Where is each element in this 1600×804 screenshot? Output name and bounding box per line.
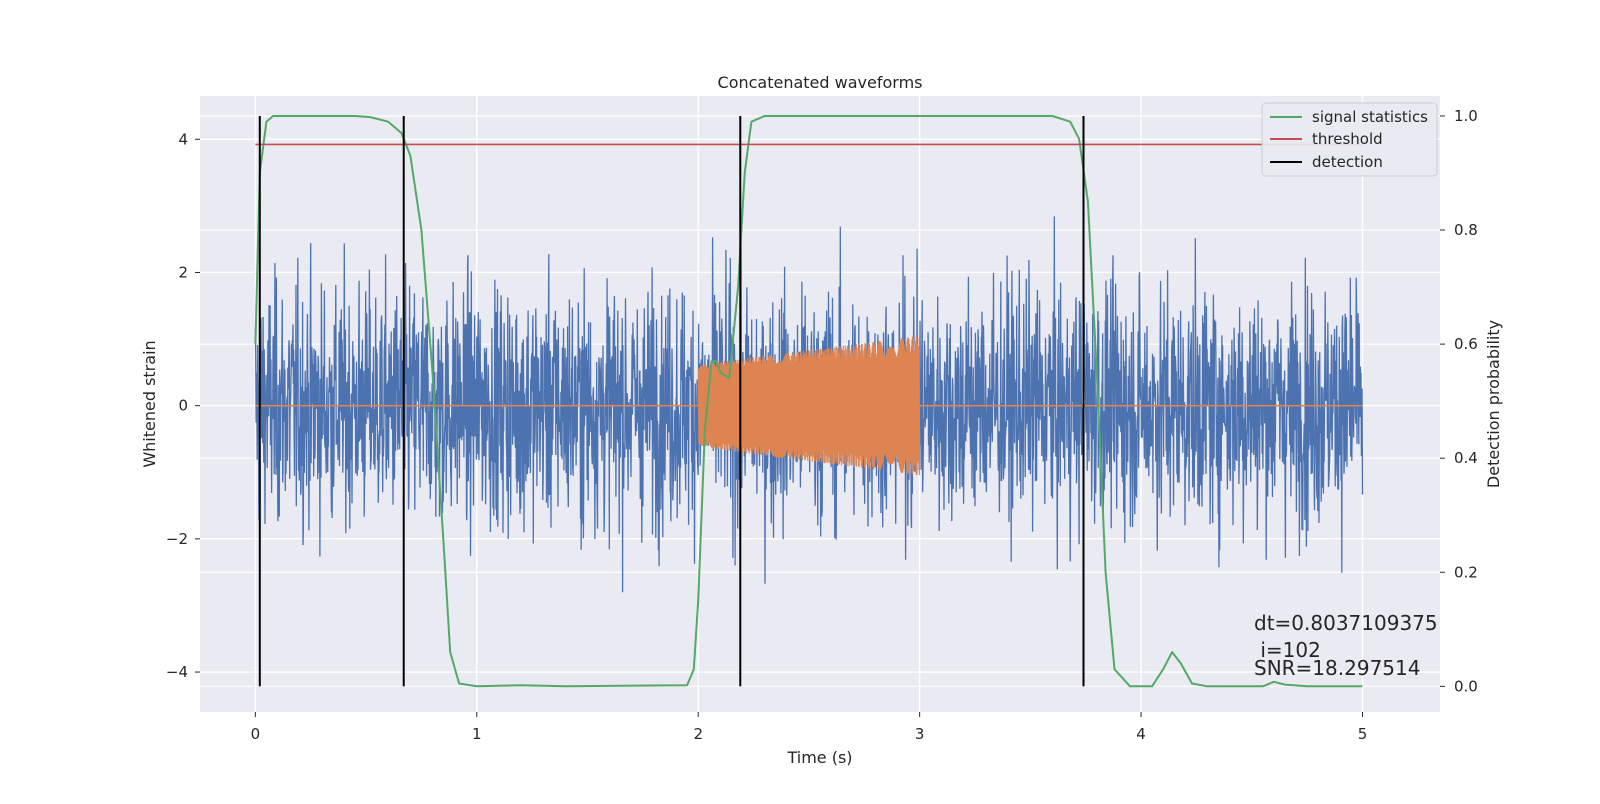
y-tick-label: 2 (178, 263, 188, 281)
x-tick-label: 2 (693, 725, 703, 743)
signal-trace (697, 336, 921, 476)
ticks: 0 1 2 3 4 5 −4 −2 0 2 4 0.0 0.2 0.4 0.6 0.8 1.0 (166, 107, 1478, 743)
legend-label-signal-statistics: signal statistics (1312, 108, 1428, 126)
detection-series (258, 115, 1085, 687)
annotation-dt: dt=0.8037109375 (1254, 611, 1438, 635)
y-right-tick-label: 1.0 (1454, 107, 1478, 125)
injected-signal-series (255, 336, 1363, 476)
annotation-index: i=102 (1254, 638, 1321, 662)
legend-label-threshold: threshold (1312, 130, 1383, 148)
x-tick-label: 4 (1136, 725, 1146, 743)
y-tick-label: −4 (166, 663, 188, 681)
x-axis-label: Time (s) (786, 748, 852, 767)
signal-statistics-series (254, 115, 1363, 688)
x-tick-label: 3 (915, 725, 925, 743)
annotation-block: dt=0.8037109375 i=102 SNR=18.297514 (1254, 611, 1438, 680)
y-right-tick-label: 0.2 (1454, 563, 1478, 581)
y-tick-label: 4 (178, 130, 188, 148)
y-tick-label: −2 (166, 530, 188, 548)
x-tick-label: 1 (472, 725, 482, 743)
legend-box (1261, 102, 1438, 177)
y-axis-right-label: Detection probability (1484, 320, 1503, 488)
y-right-tick-label: 0.8 (1454, 221, 1478, 239)
x-tick-label: 5 (1358, 725, 1368, 743)
grid (200, 96, 1440, 712)
y-axis-label: Whitened strain (140, 340, 159, 467)
legend-label-detection: detection (1312, 153, 1383, 171)
y-tick-label: 0 (178, 397, 188, 415)
legend: signal statistics threshold detection (1261, 102, 1438, 177)
annotation-snr: SNR=18.297514 (1254, 656, 1420, 680)
y-right-tick-label: 0.0 (1454, 677, 1478, 695)
chart-title: Concatenated waveforms (718, 73, 923, 92)
x-tick-label: 0 (251, 725, 261, 743)
signal-statistics-line (254, 115, 1363, 688)
y-right-tick-label: 0.4 (1454, 449, 1478, 467)
y-right-tick-label: 0.6 (1454, 335, 1478, 353)
